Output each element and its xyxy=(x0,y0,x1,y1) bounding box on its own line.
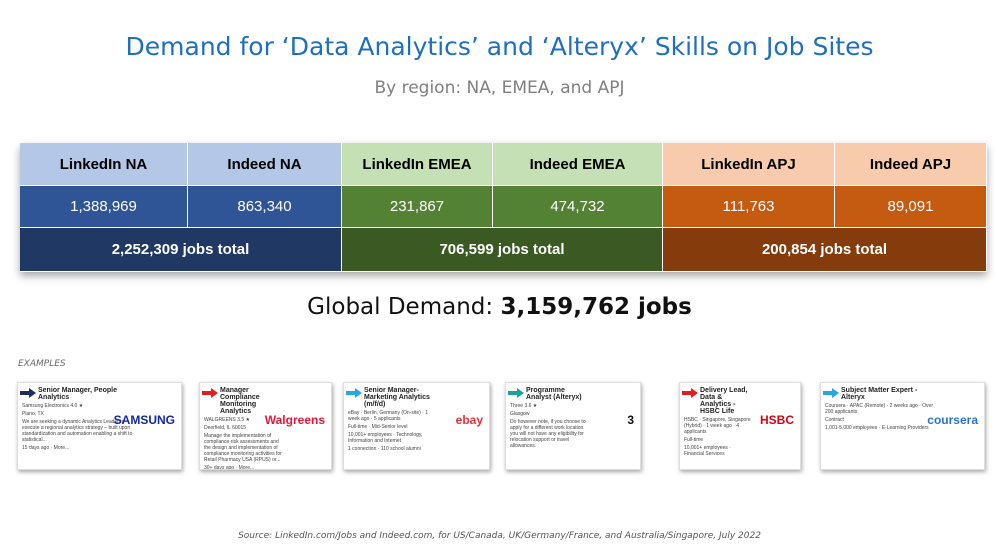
job-detail: Three 3.6 ★ xyxy=(510,403,538,409)
job-detail: Full-time xyxy=(684,437,704,443)
job-card: Manager Compliance Monitoring Analytics W… xyxy=(199,382,332,470)
title: Demand for ‘Data Analytics’ and ‘Alteryx… xyxy=(125,32,874,61)
job-detail: eBay · Berlin, Germany (On-site) · 1 wee… xyxy=(348,410,429,422)
job-detail: 30+ days ago · More... xyxy=(204,465,255,470)
job-detail: 1 connection · 110 school alumni xyxy=(348,446,421,452)
examples-label: EXAMPLES xyxy=(18,359,66,369)
job-title: Senior Manager- Marketing Analytics (m/f… xyxy=(364,387,430,408)
total-cell: 706,599 jobs total xyxy=(342,228,663,272)
table: LinkedIn NA 1,388,969 Indeed NA 863,340 Link… xyxy=(20,143,987,272)
job-card: Programme Analyst (Alteryx) Three 3.6 ★ Gl… xyxy=(505,382,641,470)
job-title: Programme Analyst (Alteryx) xyxy=(526,387,582,401)
job-detail: Glasgow xyxy=(510,411,530,417)
job-detail: 10,001+ employees · Technology, Informat… xyxy=(348,432,423,444)
header-cell: Indeed APJ xyxy=(835,143,987,186)
header-cell: LinkedIn NA xyxy=(20,143,188,186)
job-card: Delivery Lead, Data & Analytics - HSBC L… xyxy=(679,382,801,470)
job-title: Delivery Lead, Data & Analytics - HSBC L… xyxy=(700,387,748,415)
job-detail: Do however note, if you choose to apply … xyxy=(510,419,586,449)
company-logo: 3 xyxy=(627,413,634,427)
header-cell: LinkedIn APJ xyxy=(663,143,835,186)
job-detail: WALGREENS 3.5 ★ xyxy=(204,417,250,423)
arrow xyxy=(346,388,362,398)
company-logo: HSBC xyxy=(759,413,794,427)
total-cell: 2,252,309 jobs total xyxy=(20,228,342,272)
arrow xyxy=(20,388,36,398)
arrow xyxy=(823,388,839,398)
company-logo: Walgreens xyxy=(264,413,325,427)
job-detail: We are seeking a dynamic Analytics Leade… xyxy=(22,419,133,443)
value-cell: 231,867 xyxy=(342,186,493,228)
arrow xyxy=(202,388,218,398)
job-detail: Samsung Electronics 4.0 ★ xyxy=(22,403,84,409)
arrow xyxy=(508,388,524,398)
header-cell: Indeed NA xyxy=(188,143,342,186)
job-detail: Deerfield, IL 60015 xyxy=(204,425,247,431)
value-cell: 474,732 xyxy=(493,186,663,228)
arrow xyxy=(682,388,698,398)
global-label: Global Demand: xyxy=(307,294,494,320)
job-card: Senior Manager, People Analytics Samsung … xyxy=(17,382,182,470)
company-logo: ebay xyxy=(455,413,483,427)
job-detail: Plano, TX xyxy=(22,411,44,417)
job-detail: Coursera · APAC (Remote) · 2 weeks ago ·… xyxy=(825,403,933,415)
value-cell: 89,091 xyxy=(835,186,987,228)
job-title: Senior Manager, People Analytics xyxy=(38,387,117,401)
company-logo: SAMSUNG xyxy=(113,413,175,427)
job-title: Subject Matter Expert - Alteryx xyxy=(841,387,918,401)
company-logo: coursera xyxy=(927,413,978,427)
job-detail: 10,001+ employees · Financial Services xyxy=(684,445,731,457)
job-detail: Contract xyxy=(825,417,844,423)
job-detail: HSBC · Singapore, Singapore (Hybrid) · 1… xyxy=(684,417,751,435)
global-value: 3,159,762 jobs xyxy=(500,294,692,320)
total-cell: 200,854 jobs total xyxy=(663,228,987,272)
header-cell: Indeed EMEA xyxy=(493,143,663,186)
value-cell: 1,388,969 xyxy=(20,186,188,228)
job-detail: Full-time · Mid-Senior level xyxy=(348,424,408,430)
source: Source: LinkedIn.com/Jobs and Indeed.com… xyxy=(238,531,761,541)
global-demand: Global Demand: 3,159,762 jobs xyxy=(0,294,999,320)
job-card: Senior Manager- Marketing Analytics (m/f… xyxy=(343,382,490,470)
value-cell: 863,340 xyxy=(188,186,342,228)
job-title: Manager Compliance Monitoring Analytics xyxy=(220,387,260,415)
header-cell: LinkedIn EMEA xyxy=(342,143,493,186)
job-card: Subject Matter Expert - Alteryx Coursera … xyxy=(820,382,985,470)
job-detail: 1,001-5,000 employees · E-Learning Provi… xyxy=(825,425,929,431)
job-detail: 15 days ago · More... xyxy=(22,445,70,451)
subtitle: By region: NA, EMEA, and APJ xyxy=(374,78,625,98)
value-cell: 111,763 xyxy=(663,186,835,228)
job-detail: Manage the implementation of compliance … xyxy=(204,433,282,463)
